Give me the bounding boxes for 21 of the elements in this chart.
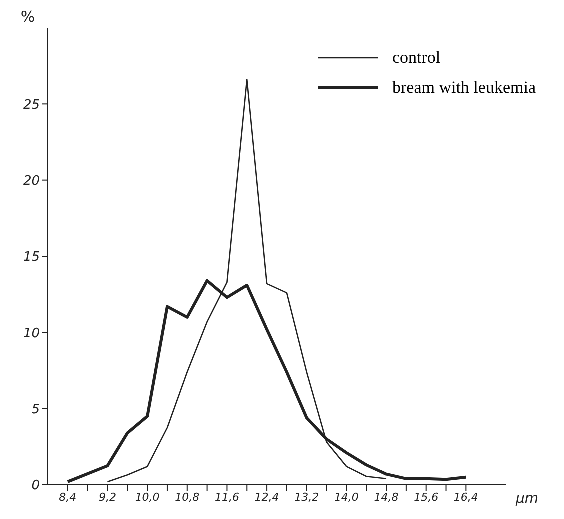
x-tick-label: 16,4 [454, 490, 478, 504]
x-tick-label: 14,8 [374, 490, 399, 504]
y-tick-label: 5 [32, 402, 40, 418]
legend-label: bream with leukemia [392, 78, 536, 98]
x-tick-label: 9,2 [98, 490, 116, 504]
y-tick-label: 0 [32, 478, 40, 494]
legend-label: control [392, 48, 441, 68]
x-tick-label: 15,6 [414, 490, 439, 504]
x-tick-label: 12,4 [254, 490, 280, 504]
y-tick-label: 15 [23, 250, 40, 266]
x-tick-label: 10,0 [135, 490, 160, 504]
x-tick-label: 11,6 [214, 490, 240, 504]
y-tick-label: 25 [23, 98, 40, 113]
x-tick-label: 8,4 [59, 490, 77, 504]
y-axis-title: % [20, 8, 36, 26]
x-axis-title: μm [515, 490, 539, 507]
x-tick-label: 14,0 [334, 490, 359, 504]
y-tick-label: 20 [23, 174, 40, 189]
y-tick-label: 10 [23, 326, 40, 342]
x-tick-label: 13,2 [294, 490, 320, 504]
x-tick-label: 10,8 [175, 490, 200, 504]
